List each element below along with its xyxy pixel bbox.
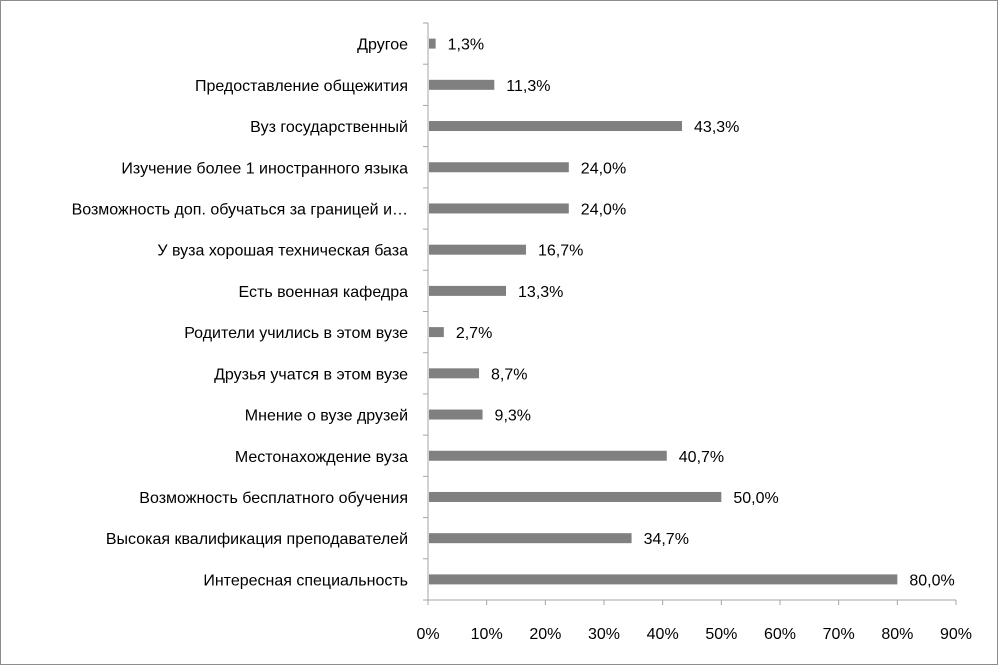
category-label: Интересная специальность [203, 572, 408, 589]
data-label: 9,3% [495, 408, 531, 425]
category-label: Возможность доп. обучаться за границей и… [72, 201, 408, 218]
bar [429, 162, 569, 173]
x-tick-label: 40% [647, 626, 679, 643]
category-label: У вуза хорошая техническая база [157, 243, 408, 260]
x-tick-label: 30% [588, 626, 620, 643]
x-tick-label: 70% [823, 626, 855, 643]
data-label: 34,7% [644, 531, 689, 548]
category-label: Вуз государственный [250, 119, 408, 136]
data-label: 2,7% [456, 325, 492, 342]
category-label: Высокая квалификация преподавателей [106, 531, 408, 548]
bar [429, 368, 480, 379]
data-label: 1,3% [448, 37, 484, 54]
bar [429, 121, 683, 132]
data-label: 43,3% [694, 119, 739, 136]
category-label: Возможность бесплатного обучения [139, 490, 408, 507]
data-label: 13,3% [518, 284, 563, 301]
x-tick-label: 50% [705, 626, 737, 643]
axis-layer [423, 22, 957, 605]
bar [429, 203, 569, 214]
data-label: 24,0% [581, 160, 626, 177]
category-label: Предоставление общежития [195, 78, 408, 95]
bar [429, 533, 632, 544]
category-label: Изучение более 1 иностранного языка [121, 160, 408, 177]
bar [429, 450, 667, 461]
bar [429, 285, 507, 296]
x-tick-label: 80% [881, 626, 913, 643]
category-label: Есть военная кафедра [239, 284, 409, 301]
x-tick-label: 0% [416, 626, 439, 643]
data-label: 8,7% [491, 366, 527, 383]
category-label: Родители учились в этом вузе [184, 325, 408, 342]
data-label: 24,0% [581, 201, 626, 218]
x-tick-label: 90% [940, 626, 972, 643]
bar [429, 409, 483, 420]
x-tick-label: 10% [471, 626, 503, 643]
data-label: 80,0% [909, 572, 954, 589]
labels-layer: 0% 10% 20% 30% 40% 50% 60% 70% 80% 90% Другое 1,3% П… [72, 37, 972, 643]
x-tick-label: 20% [529, 626, 561, 643]
bar [429, 244, 526, 255]
category-label: Мнение о вузе друзей [245, 408, 408, 425]
category-label: Другое [357, 37, 408, 54]
bars-layer [429, 38, 898, 585]
bar [429, 491, 722, 502]
data-label: 11,3% [506, 78, 550, 95]
data-label: 16,7% [538, 243, 583, 260]
data-label: 40,7% [679, 449, 724, 466]
category-label: Друзья учатся в этом вузе [214, 366, 408, 383]
x-tick-label: 60% [764, 626, 796, 643]
bar [429, 574, 898, 585]
bar [429, 327, 444, 338]
bar [429, 79, 495, 90]
data-label: 50,0% [733, 490, 778, 507]
category-label: Местонахождение вуза [235, 449, 408, 466]
bar [429, 38, 436, 49]
